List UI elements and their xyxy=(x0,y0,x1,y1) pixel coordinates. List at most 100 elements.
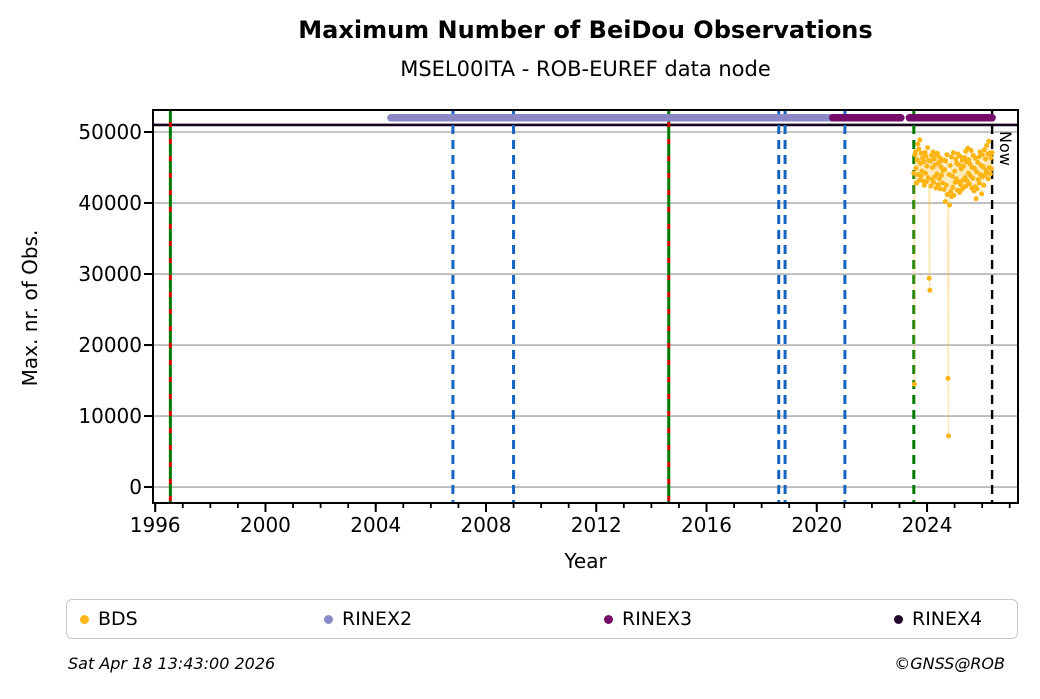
x-tick-label: 1996 xyxy=(129,513,181,537)
y-tick-label: 10000 xyxy=(78,404,142,429)
bds-point xyxy=(986,138,992,144)
bds-point xyxy=(936,176,942,182)
chart-title: Maximum Number of BeiDou Observations xyxy=(298,16,873,44)
bds-point xyxy=(924,179,929,185)
bds-point xyxy=(968,148,974,153)
bds-point xyxy=(973,196,979,202)
bds-point xyxy=(943,182,949,188)
legend-item-rinex2: RINEX2 xyxy=(324,608,412,630)
bds-point xyxy=(967,181,972,187)
y-tick-label: 30000 xyxy=(78,262,142,287)
bds-point xyxy=(913,165,919,171)
bds-point xyxy=(974,169,980,175)
legend-label: BDS xyxy=(98,608,138,630)
bds-point xyxy=(943,158,949,164)
bds-point xyxy=(940,180,945,186)
bds-point xyxy=(925,175,931,180)
legend-label: RINEX2 xyxy=(342,608,413,630)
bds-point xyxy=(914,157,920,163)
x-tick-label: 2008 xyxy=(460,513,512,537)
y-axis-label: Max. nr. of Obs. xyxy=(18,229,42,387)
bds-point xyxy=(974,186,980,192)
bds-point xyxy=(970,175,976,181)
bds-point xyxy=(928,183,934,189)
x-tick-label: 2024 xyxy=(901,513,953,537)
bds-point xyxy=(925,145,931,151)
bds-point xyxy=(935,150,940,156)
now-annotation: Now xyxy=(996,131,1015,166)
bds-point xyxy=(944,152,950,158)
bds-point xyxy=(979,152,985,158)
bds-point xyxy=(952,168,958,174)
legend-item-rinex4: RINEX4 xyxy=(894,608,982,630)
bds-point xyxy=(927,158,933,164)
bds-point xyxy=(942,199,948,205)
bds-point xyxy=(916,146,922,152)
bds-point xyxy=(949,173,955,179)
bds-point xyxy=(931,156,937,162)
bds-point xyxy=(915,141,921,147)
bds-point xyxy=(987,171,993,177)
bds-point xyxy=(948,189,954,195)
x-tick-label: 2016 xyxy=(681,513,732,537)
legend-item-rinex3: RINEX3 xyxy=(604,608,692,630)
bds-point xyxy=(953,156,959,162)
bds-point xyxy=(937,186,943,192)
bds-point xyxy=(926,275,932,281)
bds-point xyxy=(962,155,967,161)
y-tick-label: 0 xyxy=(129,475,142,500)
bds-point xyxy=(917,137,923,143)
bds-point xyxy=(931,179,937,185)
timestamp: Sat Apr 18 13:43:00 2026 xyxy=(68,654,276,673)
y-tick-label: 20000 xyxy=(78,333,142,358)
bds-point xyxy=(934,171,940,177)
bds-point xyxy=(921,159,927,165)
bds-point xyxy=(988,155,994,161)
bds-point xyxy=(951,192,957,198)
bds-point xyxy=(948,154,954,160)
x-tick-label: 2012 xyxy=(570,513,622,537)
bds-point xyxy=(938,172,944,178)
bds-marker-icon xyxy=(80,614,89,624)
chart-subtitle: MSEL00ITA - ROB-EUREF data node xyxy=(400,57,771,81)
rinex3-marker-icon xyxy=(604,614,613,624)
bds-point xyxy=(930,149,936,155)
bds-point xyxy=(984,143,990,148)
bds-point xyxy=(922,170,928,176)
legend-label: RINEX4 xyxy=(912,608,983,630)
bds-point xyxy=(971,165,977,171)
bds-point xyxy=(946,433,951,439)
bds-point xyxy=(966,157,972,163)
bds-point xyxy=(947,202,953,208)
bds-point xyxy=(985,176,991,182)
bds-point xyxy=(989,166,994,172)
bds-point xyxy=(924,163,930,169)
rinex2-marker-icon xyxy=(324,614,333,624)
x-tick-label: 2004 xyxy=(350,513,402,537)
axes-frame xyxy=(152,109,1019,504)
x-tick-label: 2000 xyxy=(240,513,291,537)
bds-point xyxy=(947,162,953,168)
x-tick-label: 2020 xyxy=(791,513,843,537)
bds-point xyxy=(923,153,929,159)
bds-point xyxy=(981,147,987,153)
bds-point xyxy=(942,167,948,173)
bds-point xyxy=(913,149,918,155)
bds-point xyxy=(981,182,987,188)
rinex4-marker-icon xyxy=(894,614,903,624)
bds-point xyxy=(980,164,986,170)
y-tick-label: 50000 xyxy=(78,120,142,144)
bds-point xyxy=(960,163,966,169)
bds-point xyxy=(945,375,951,381)
bds-point xyxy=(935,182,941,188)
credit: ©GNSS@ROB xyxy=(894,654,1005,673)
bds-point xyxy=(938,164,944,170)
bds-point xyxy=(956,162,962,168)
bds-point xyxy=(921,182,927,188)
bds-point xyxy=(918,173,924,179)
legend-box xyxy=(66,599,1018,639)
bds-point xyxy=(975,160,981,165)
bds-point xyxy=(983,156,988,162)
bds-point xyxy=(979,191,985,197)
